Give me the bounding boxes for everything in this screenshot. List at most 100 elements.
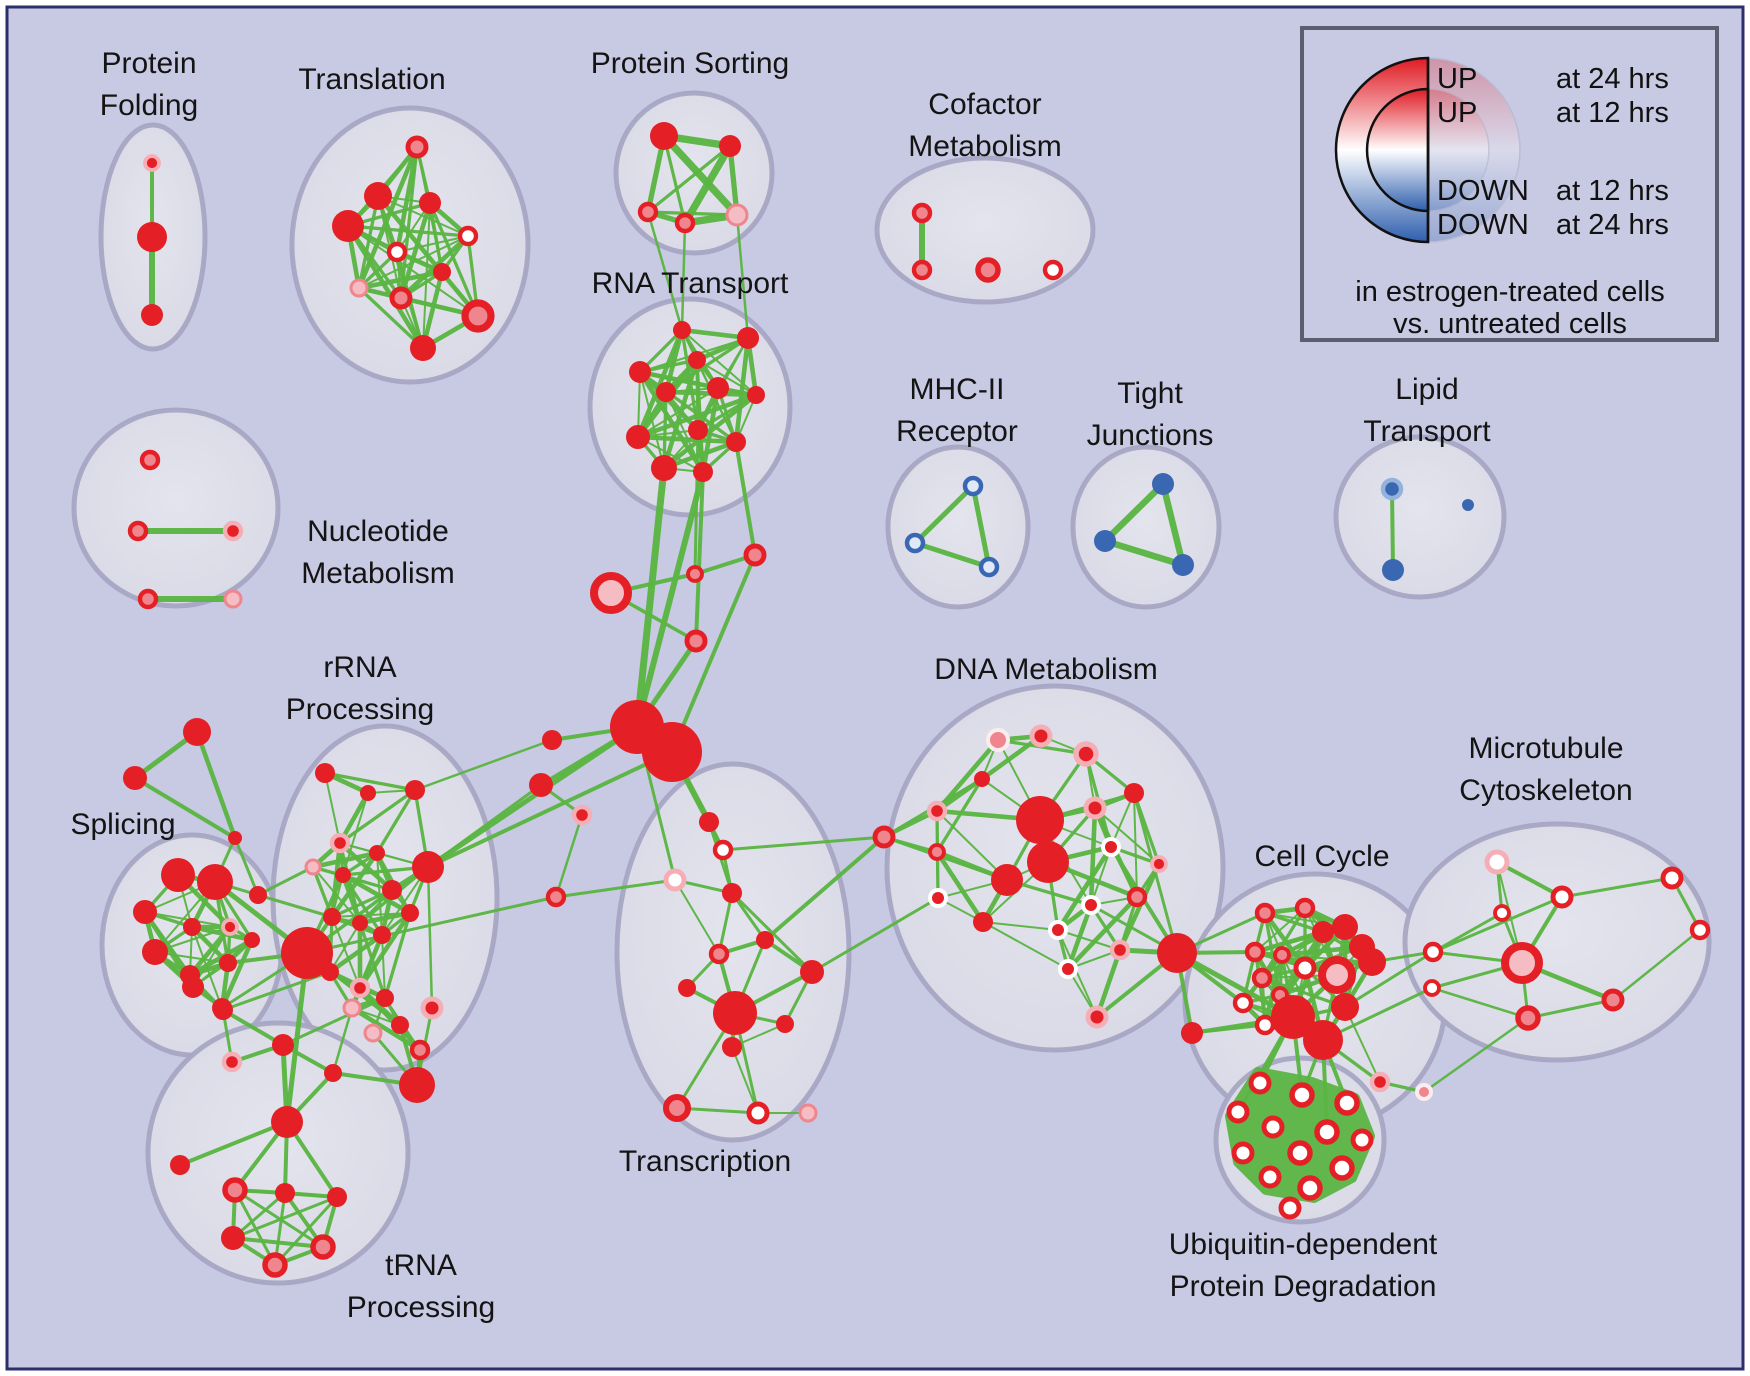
gene-node [222, 1177, 248, 1203]
gene-node [405, 780, 425, 800]
backbone-edge [281, 996, 387, 1047]
cluster-labels-layer: Protein Folding Translation Protein Sorting… [70, 47, 1632, 1324]
interaction-edge [329, 840, 343, 920]
cluster-label-line: Protein [101, 47, 196, 80]
legend-direction-label: UP [1437, 63, 1477, 95]
legend-time-label: at 24 hrs [1556, 209, 1669, 241]
interaction-edge [717, 891, 734, 956]
interaction-edge [936, 810, 1008, 881]
gene-node [376, 989, 394, 1007]
legend-donut-inner-left [1365, 87, 1430, 213]
interaction-edge [310, 850, 380, 870]
gene-node [123, 766, 147, 790]
gene-node [1350, 1128, 1374, 1152]
gene-node [1312, 921, 1334, 943]
gene-node [310, 1234, 336, 1260]
interaction-edge [330, 888, 394, 919]
gene-node [746, 1101, 770, 1125]
gene-node [978, 556, 1000, 578]
cluster-label-line: Metabolism [301, 557, 454, 590]
backbone-edge [670, 553, 757, 754]
cluster-label-line: Transport [1363, 415, 1491, 448]
interaction-edge [727, 143, 740, 218]
gene-node [688, 420, 708, 440]
backbone-edge [1190, 1023, 1267, 1035]
interaction-edge [221, 1008, 285, 1047]
cluster-label-protein_folding: Protein Folding [100, 47, 198, 122]
cluster-label-line: Cofactor [928, 88, 1041, 121]
interaction-edge [733, 335, 751, 445]
backbone-edge [426, 865, 434, 1010]
interaction-edge [340, 872, 413, 916]
backbone-edge [735, 213, 750, 340]
interaction-edge [357, 910, 413, 991]
cluster-label-trna: tRNA Processing [347, 1249, 495, 1324]
gene-node [626, 425, 650, 449]
backbone-edge [305, 895, 558, 955]
gene-node [1423, 979, 1441, 997]
gene-node [364, 182, 392, 210]
backbone-edge [1343, 950, 1435, 1009]
gene-node [800, 960, 824, 984]
cluster-label-line: MHC-II [910, 373, 1005, 406]
interaction-edge [1260, 976, 1347, 1009]
backbone-edge [1174, 950, 1296, 1020]
interaction-edge [661, 392, 759, 471]
backbone-edge [694, 470, 705, 643]
gene-node [1094, 530, 1116, 552]
gene-node [1287, 1140, 1313, 1166]
cluster-bubble-microtubule [1402, 821, 1712, 1063]
gene-node [1271, 995, 1315, 1039]
interaction-edge [428, 201, 480, 318]
gene-node [382, 880, 402, 900]
gene-node [642, 722, 702, 782]
interaction-edge [324, 772, 341, 844]
gene-node [420, 996, 444, 1020]
gene-node [410, 335, 436, 361]
gene-node [1254, 1014, 1276, 1036]
cluster-bubble-trna [145, 1020, 411, 1286]
gene-node [707, 377, 729, 399]
interaction-edge [323, 771, 417, 792]
gene-node [1550, 885, 1574, 909]
cluster-label-line: Processing [347, 1291, 495, 1324]
gene-node [386, 241, 408, 263]
legend-direction-label: DOWN [1437, 175, 1529, 207]
gene-node [219, 954, 237, 972]
gene-node [228, 831, 242, 845]
gene-node [412, 851, 444, 883]
cluster-label-rna_transport: RNA Transport [592, 267, 789, 300]
interaction-edge [178, 1120, 289, 1167]
gene-node [650, 122, 678, 150]
interaction-edge [661, 357, 700, 471]
legend-direction-label: DOWN [1437, 209, 1529, 241]
gene-node [183, 918, 201, 936]
interaction-edge [1279, 944, 1365, 958]
gene-node [713, 991, 757, 1035]
cluster-label-tight: Tight Junctions [1087, 377, 1214, 452]
gene-node [1101, 837, 1121, 857]
interaction-edge [1611, 928, 1702, 1002]
gene-node [1048, 920, 1068, 940]
cluster-label-line: tRNA [385, 1249, 457, 1282]
interaction-edge [1159, 480, 1187, 569]
cluster-label-line: Protein Sorting [591, 47, 789, 80]
interaction-edge [637, 436, 704, 473]
gene-node [137, 222, 167, 252]
gene-node [352, 915, 368, 931]
gene-node [688, 351, 706, 369]
gene-node [369, 845, 385, 861]
interaction-edge [154, 926, 231, 953]
interaction-edge [935, 777, 984, 854]
gene-node [141, 304, 163, 326]
backbone-edge [554, 878, 677, 899]
interaction-edge [982, 921, 1069, 970]
gene-node [1126, 886, 1148, 908]
gene-node [737, 327, 759, 349]
gene-node [1232, 992, 1254, 1014]
interaction-edge [396, 235, 469, 253]
gene-node [1042, 259, 1064, 281]
gene-node [1422, 941, 1444, 963]
gene-node [1248, 1071, 1272, 1095]
